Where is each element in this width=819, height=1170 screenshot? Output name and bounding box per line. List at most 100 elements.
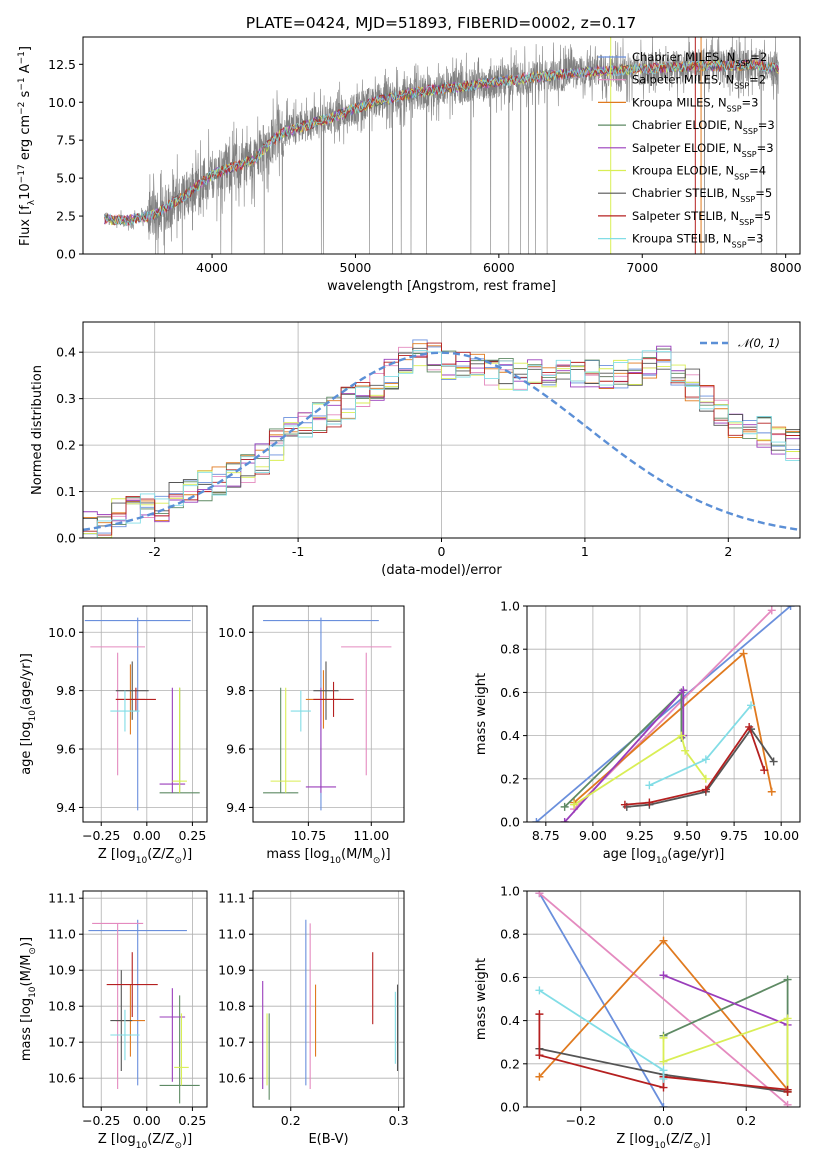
axes-frame [82,605,208,823]
legend-entry: Salpeter STELIB, NSSP=5 [632,209,771,227]
y-tick-label: 9.4 [56,800,76,815]
age-vs-Z-panel: −0.25 0.00 0.25 9.4 9.6 9.8 10.0 Z [log10(Z/Z⊙)… [19,605,208,866]
x-tick-label: 5000 [340,260,372,275]
weight-marker [783,1087,792,1096]
y-tick-label: 10.9 [218,963,246,978]
weight-series [535,606,792,822]
x-axis-label: (data-model)/error [381,563,502,578]
weight-marker [701,785,710,794]
plot-area [83,339,800,538]
legend-entry: Kroupa STELIB, NSSP=3 [632,232,763,250]
weight-marker [786,606,795,610]
weight-marker [659,1066,668,1075]
x-tick-label: 1 [581,544,589,559]
weight-marker [645,781,654,790]
y-tick-label: 0.2 [500,1056,520,1071]
weight-marker [535,1010,544,1019]
mass-vs-Z-panel: −0.25 0.00 0.25 10.6 10.7 10.8 10.9 11.0 11.1 Z [… [19,890,208,1151]
weight-series [538,989,665,1079]
y-axis-label: Flux [fλ10−17 erg cm−2 s−1 A−1] [17,46,37,246]
weight-marker [679,686,688,695]
y-tick-label: 9.6 [56,742,76,757]
y-tick-label: 9.8 [226,683,246,698]
normal-curve [83,351,800,532]
y-axis-label: mass weight [474,673,489,755]
age-vs-mass-panel: 10.75 11.00 9.4 9.6 9.8 10.0 mass [log10(M/M⊙)… [218,605,405,866]
residuals-panel: -2 -1 0 1 2 0.0 0.1 0.2 0.3 0.4 (data-model)/error… [30,321,801,578]
x-tick-label: -1 [292,544,304,559]
y-tick-label: 10.7 [48,1035,76,1050]
weight-marker [659,1083,668,1092]
y-axis-label: mass weight [474,958,489,1040]
x-axis-label: E(B-V) [308,1132,348,1147]
y-tick-label: 0.6 [500,685,520,700]
x-axis-label: Z [log10(Z/Z⊙)] [98,847,192,866]
y-tick-label: 0.4 [500,728,520,743]
x-tick-label: 0 [438,544,446,559]
y-tick-label: 10.0 [48,625,76,640]
weight-marker [535,1072,544,1081]
weight-marker [659,971,668,980]
y-tick-label: 9.6 [226,742,246,757]
y-tick-label: 10.0 [218,625,246,640]
weight-marker [701,774,710,783]
x-tick-label: 9.50 [673,828,701,843]
axes-frame [252,890,405,1108]
x-tick-label: 11.00 [353,828,389,843]
weight-series [626,727,775,808]
y-tick-label: 0.2 [56,438,76,453]
weight-marker [645,798,654,807]
x-axis-label: mass [log10(M/M⊙)] [266,847,390,866]
y-axis-label: mass [log10(M/M⊙)] [19,937,38,1061]
y-tick-label: 0.0 [500,815,520,830]
plot-area [532,606,795,822]
x-tick-label: -2 [148,544,160,559]
y-tick-label: 10.6 [48,1071,76,1086]
y-tick-label: 10.6 [218,1071,246,1086]
x-tick-label: 8000 [770,260,802,275]
spectrum-panel: 4000 5000 6000 7000 8000 0.0 2.5 5.0 7.5 10.0 12.5… [17,36,802,294]
x-axis-label: age [log10(age/yr)] [603,847,725,866]
y-tick-label: 0.8 [500,642,520,657]
weight-marker [535,891,544,898]
histogram-series [83,348,800,538]
histogram-series [83,342,800,538]
weight-marker [783,1100,792,1107]
histogram-series [83,345,800,538]
y-tick-label: 1.0 [500,599,520,614]
weight-marker [620,800,629,809]
weight-marker [739,649,748,658]
y-tick-label: 7.5 [56,133,76,148]
x-tick-label: 0.25 [178,828,206,843]
plot-area [262,919,399,1100]
histogram-series [83,339,800,538]
weight-series [538,892,789,1106]
y-tick-label: 9.4 [226,800,246,815]
x-tick-label: 10.00 [763,828,799,843]
y-tick-label: 10.8 [48,999,76,1014]
x-tick-label: 8.75 [532,828,560,843]
weight-marker [535,1051,544,1060]
y-tick-label: 11.1 [48,891,76,906]
x-tick-label: 0.00 [133,828,161,843]
x-tick-label: 0.2 [736,1113,756,1128]
weight-marker [659,1057,668,1066]
histogram-series [83,346,800,538]
weight-series [564,687,685,822]
legend-entry: 𝒩(0, 1) [738,336,780,350]
weight-marker [769,757,778,766]
x-tick-label: −0.25 [82,1113,120,1128]
axes-frame [252,605,405,823]
plot-area [263,617,392,811]
plot-area [104,37,779,254]
weight-marker [783,975,792,984]
legend-entry: Salpeter ELODIE, NSSP=3 [632,141,774,159]
weight-marker [767,787,776,796]
observed-spectrum [104,37,779,254]
x-tick-label: 0.0 [654,1113,674,1128]
plot-area [84,617,200,811]
y-tick-label: 0.8 [500,927,520,942]
x-axis-label: Z [log10(Z/Z⊙)] [616,1132,710,1151]
x-axis-label: wavelength [Angstrom, rest frame] [327,279,556,294]
